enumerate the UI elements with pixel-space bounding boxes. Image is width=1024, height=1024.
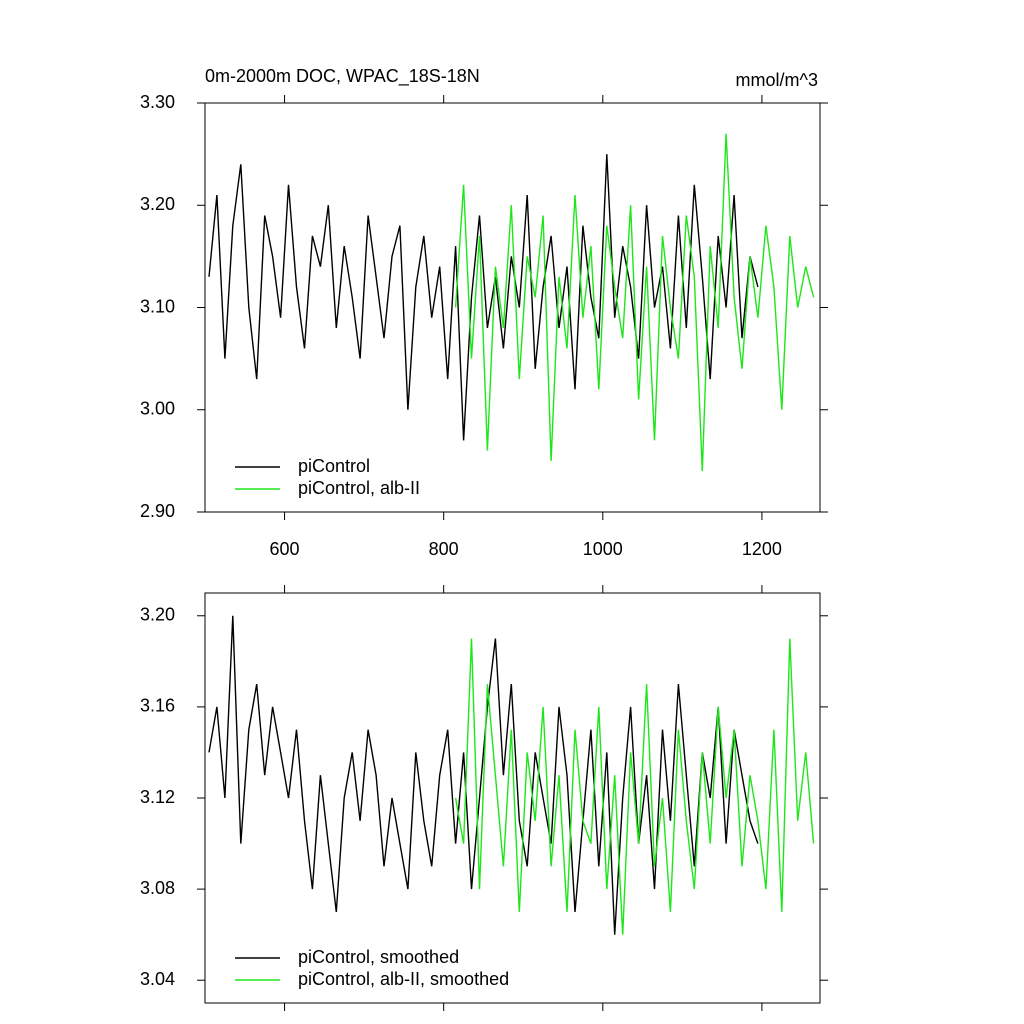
x-tick-label: 1000 — [583, 539, 623, 559]
units-label: mmol/m^3 — [736, 70, 818, 90]
y-tick-label: 3.04 — [140, 969, 175, 989]
x-tick-label: 800 — [429, 539, 459, 559]
y-tick-label: 3.10 — [140, 296, 175, 316]
y-tick-label: 3.30 — [140, 92, 175, 112]
legend-label: piControl — [298, 456, 370, 476]
plot-frame — [204, 592, 821, 1004]
y-tick-label: 3.20 — [140, 194, 175, 214]
y-tick-label: 3.12 — [140, 787, 175, 807]
series-line — [208, 154, 759, 441]
legend-label: piControl, smoothed — [298, 947, 459, 967]
y-tick-label: 3.00 — [140, 399, 175, 419]
y-tick-label: 2.90 — [140, 501, 175, 521]
series-line — [208, 615, 759, 935]
legend-label: piControl, alb-II — [298, 478, 420, 498]
series-line — [454, 133, 815, 472]
y-tick-label: 3.08 — [140, 878, 175, 898]
chart-title: 0m-2000m DOC, WPAC_18S-18N — [205, 66, 480, 87]
legend-label: piControl, alb-II, smoothed — [298, 969, 509, 989]
series-line — [454, 638, 815, 935]
y-tick-label: 3.20 — [140, 605, 175, 625]
y-tick-label: 3.16 — [140, 696, 175, 716]
x-tick-label: 600 — [270, 539, 300, 559]
x-tick-label: 1200 — [742, 539, 782, 559]
